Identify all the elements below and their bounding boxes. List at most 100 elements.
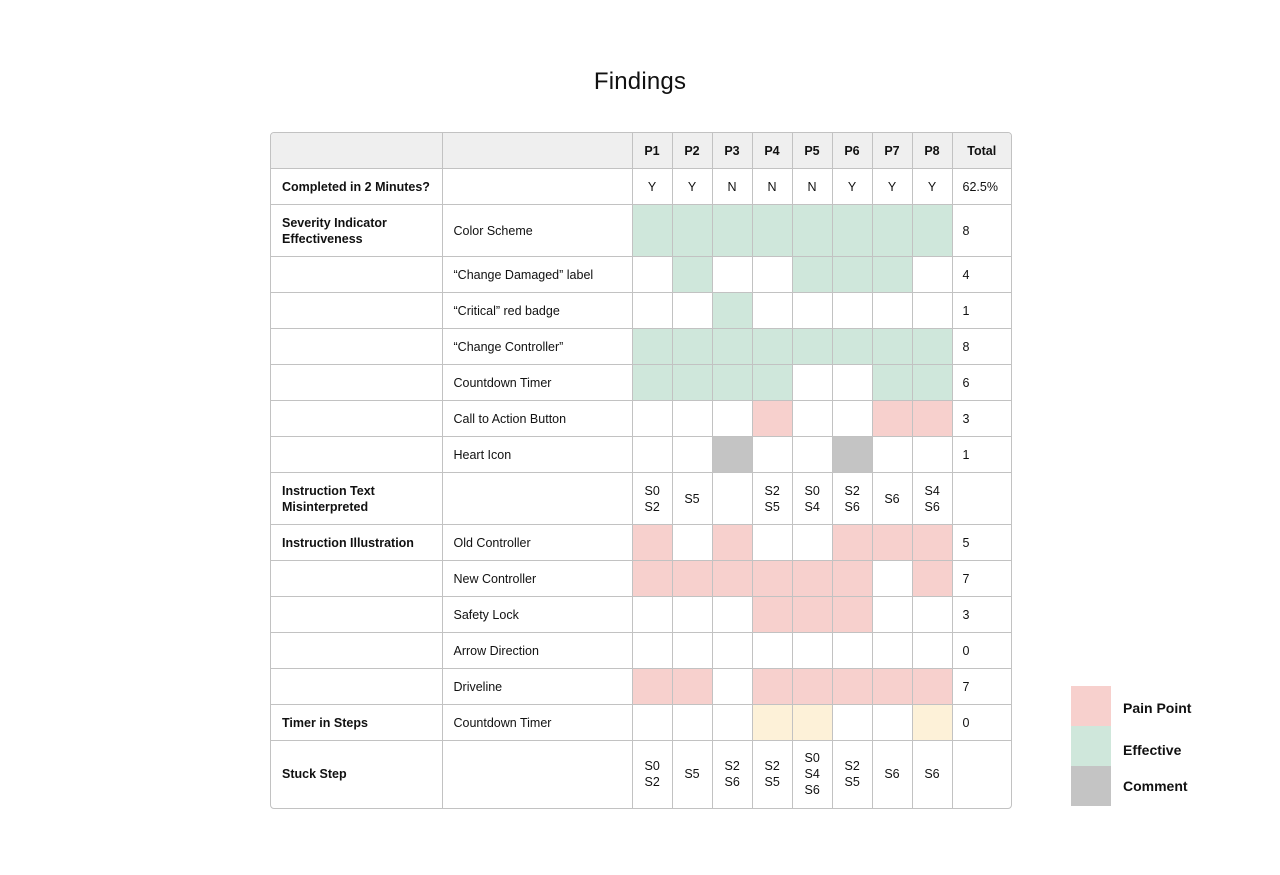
page-title: Findings — [593, 68, 687, 95]
participant-cell — [911, 204, 953, 257]
participant-cell: S2 S5 — [831, 740, 873, 808]
participant-cell — [631, 364, 673, 401]
participant-cell — [791, 436, 833, 473]
row-item: Call to Action Button — [441, 400, 633, 437]
row-item: Countdown Timer — [441, 364, 633, 401]
participant-cell — [631, 524, 673, 561]
participant-cell — [631, 596, 673, 633]
findings-table: P1 P2 P3 P4 P5 P6 P7 P8 Total Completed in 2 Min… — [271, 133, 1011, 808]
table-row: Instruction Illustration Old Controller 5 — [271, 524, 1011, 561]
participant-cell — [751, 436, 793, 473]
row-item — [441, 472, 633, 525]
legend-label: Pain Point — [1123, 700, 1192, 716]
row-total: 8 — [951, 204, 1011, 257]
participant-cell — [911, 632, 953, 669]
header-participant: P7 — [871, 133, 913, 169]
participant-cell: S2 S6 — [711, 740, 753, 808]
participant-cell — [671, 632, 713, 669]
participant-cell — [871, 524, 913, 561]
participant-cell — [831, 524, 873, 561]
participant-cell: S0 S4 — [791, 472, 833, 525]
participant-cell — [671, 364, 713, 401]
participant-cell — [911, 596, 953, 633]
row-category: Instruction Illustration — [271, 524, 443, 561]
participant-cell — [871, 436, 913, 473]
table-row: “Critical” red badge 1 — [271, 292, 1011, 329]
participant-cell — [671, 256, 713, 293]
participant-cell: Y — [631, 168, 673, 205]
participant-cell — [751, 204, 793, 257]
participant-cell — [791, 668, 833, 705]
participant-cell — [791, 560, 833, 597]
table-row: Safety Lock 3 — [271, 596, 1011, 633]
row-category — [271, 668, 443, 705]
participant-cell — [871, 632, 913, 669]
participant-cell — [711, 256, 753, 293]
participant-cell — [871, 364, 913, 401]
row-category: Completed in 2 Minutes? — [271, 168, 443, 205]
participant-cell: S2 S6 — [831, 472, 873, 525]
row-category: Instruction Text Misinterpreted — [271, 472, 443, 525]
participant-cell — [911, 400, 953, 437]
participant-cell: S0 S2 — [631, 472, 673, 525]
row-category — [271, 364, 443, 401]
participant-cell — [911, 256, 953, 293]
header-blank — [441, 133, 633, 169]
participant-cell: N — [791, 168, 833, 205]
row-total: 3 — [951, 400, 1011, 437]
row-category: Severity Indicator Effectiveness — [271, 204, 443, 257]
participant-cell — [631, 668, 673, 705]
participant-cell — [751, 632, 793, 669]
participant-cell — [751, 560, 793, 597]
header-participant: P4 — [751, 133, 793, 169]
header-participant: P8 — [911, 133, 953, 169]
row-total — [951, 740, 1011, 808]
participant-cell — [711, 328, 753, 365]
table-row: Countdown Timer 6 — [271, 364, 1011, 401]
table-row: Stuck Step S0 S2 S5 S2 S6 S2 S5 S0 S4 S6 S2 S5 S6 S6 — [271, 740, 1011, 808]
table-row: Arrow Direction 0 — [271, 632, 1011, 669]
row-category — [271, 400, 443, 437]
participant-cell: S2 S5 — [751, 472, 793, 525]
participant-cell — [791, 524, 833, 561]
row-total: 8 — [951, 328, 1011, 365]
participant-cell: Y — [831, 168, 873, 205]
participant-cell — [671, 668, 713, 705]
row-category — [271, 632, 443, 669]
participant-cell — [711, 560, 753, 597]
findings-table-container: P1 P2 P3 P4 P5 P6 P7 P8 Total Completed in 2 Min… — [270, 132, 1012, 809]
row-total: 7 — [951, 668, 1011, 705]
row-category — [271, 436, 443, 473]
row-item: Driveline — [441, 668, 633, 705]
participant-cell — [831, 632, 873, 669]
row-total: 62.5% — [951, 168, 1011, 205]
participant-cell — [911, 524, 953, 561]
participant-cell — [671, 436, 713, 473]
participant-cell — [791, 400, 833, 437]
row-total: 3 — [951, 596, 1011, 633]
row-category — [271, 292, 443, 329]
participant-cell — [711, 596, 753, 633]
row-total: 0 — [951, 632, 1011, 669]
participant-cell — [711, 292, 753, 329]
row-item: Old Controller — [441, 524, 633, 561]
participant-cell: S4 S6 — [911, 472, 953, 525]
row-item: “Critical” red badge — [441, 292, 633, 329]
participant-cell — [751, 328, 793, 365]
row-total: 5 — [951, 524, 1011, 561]
participant-cell — [831, 364, 873, 401]
table-row: Instruction Text Misinterpreted S0 S2 S5 S2 S… — [271, 472, 1011, 525]
participant-cell: Y — [671, 168, 713, 205]
row-total: 1 — [951, 292, 1011, 329]
participant-cell — [911, 668, 953, 705]
table-row: “Change Damaged” label 4 — [271, 256, 1011, 293]
row-category — [271, 256, 443, 293]
participant-cell — [831, 292, 873, 329]
participant-cell — [831, 436, 873, 473]
participant-cell — [711, 632, 753, 669]
participant-cell: S5 — [671, 472, 713, 525]
row-item: Color Scheme — [441, 204, 633, 257]
participant-cell — [751, 668, 793, 705]
participant-cell — [911, 560, 953, 597]
participant-cell — [871, 596, 913, 633]
